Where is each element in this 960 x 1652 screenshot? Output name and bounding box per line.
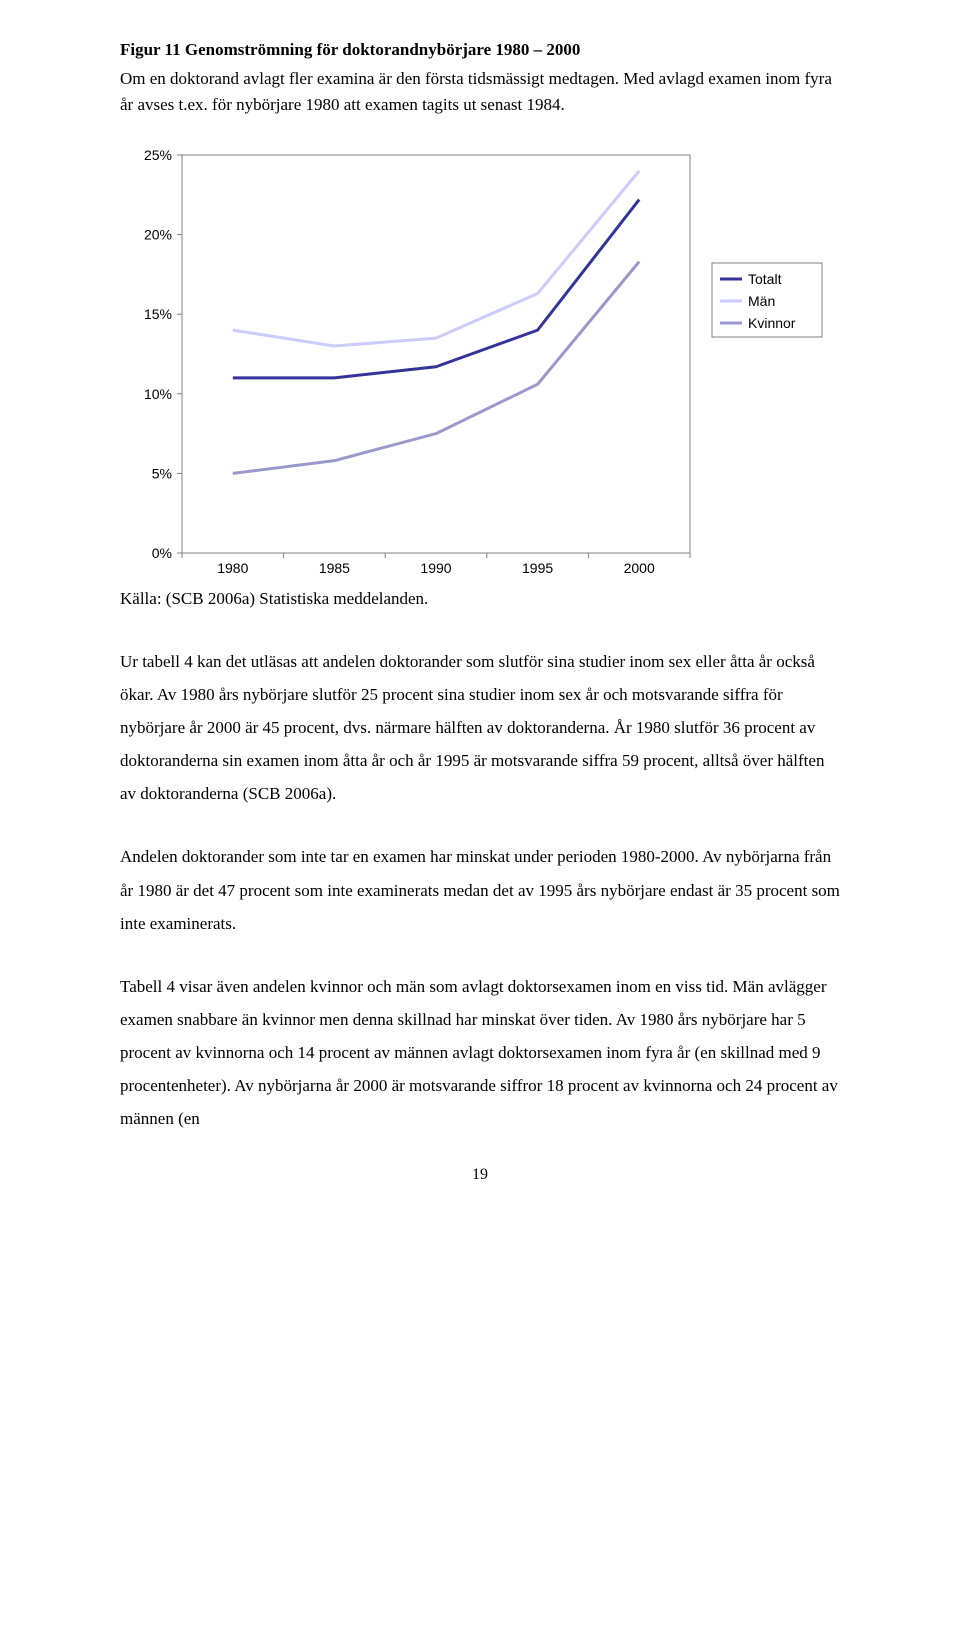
svg-text:Kvinnor: Kvinnor [748,315,796,331]
figure-source: Källa: (SCB 2006a) Statistiska meddeland… [120,589,840,609]
svg-text:1995: 1995 [522,560,553,576]
svg-text:2000: 2000 [624,560,655,576]
svg-text:1985: 1985 [319,560,350,576]
svg-text:0%: 0% [152,545,172,561]
svg-text:1980: 1980 [217,560,248,576]
svg-text:10%: 10% [144,385,172,401]
body-paragraph-3: Tabell 4 visar även andelen kvinnor och … [120,970,840,1136]
svg-text:5%: 5% [152,465,172,481]
svg-text:Män: Män [748,293,775,309]
svg-text:Totalt: Totalt [748,271,782,287]
body-paragraph-1: Ur tabell 4 kan det utläsas att andelen … [120,645,840,811]
figure-subtitle: Om en doktorand avlagt fler examina är d… [120,66,840,119]
line-chart: 0% 5% 10% 15% 20% 25% 1980 1985 1990 1995 2000 Tota… [120,143,840,583]
figure-title: Figur 11 Genomströmning för doktorandnyb… [120,40,840,60]
svg-text:20%: 20% [144,226,172,242]
svg-text:15%: 15% [144,306,172,322]
page-number: 19 [120,1166,840,1184]
svg-text:25%: 25% [144,147,172,163]
body-paragraph-2: Andelen doktorander som inte tar en exam… [120,840,840,939]
chart-svg: 0% 5% 10% 15% 20% 25% 1980 1985 1990 1995 2000 Tota… [120,143,840,583]
svg-text:1990: 1990 [420,560,451,576]
